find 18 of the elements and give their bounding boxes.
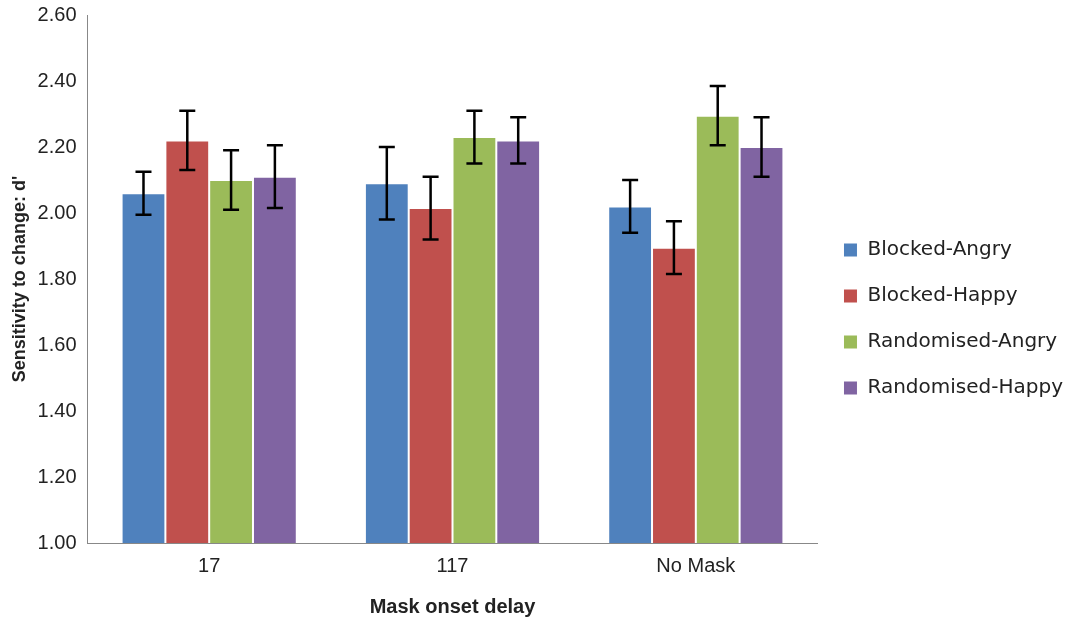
x-tick-label: No Mask — [656, 553, 737, 576]
y-tick-label: 1.00 — [37, 530, 77, 553]
x-axis-title: Mask onset delay — [369, 594, 537, 617]
y-tick-label: 2.20 — [37, 134, 77, 157]
legend-label: Randomised-Angry — [867, 328, 1058, 353]
y-tick-label: 2.40 — [37, 68, 77, 91]
y-tick-label: 1.40 — [37, 398, 77, 421]
y-tick-label: 1.20 — [37, 464, 77, 487]
x-tick-label: 17 — [198, 553, 221, 576]
y-axis-title: Sensitivity to change: d' — [8, 175, 29, 383]
x-tick-label: 117 — [436, 553, 469, 576]
y-tick-label: 1.60 — [37, 332, 77, 355]
y-tick-label: 1.80 — [37, 266, 77, 289]
legend-label: Randomised-Happy — [867, 374, 1064, 399]
legend-label: Blocked-Happy — [867, 282, 1018, 307]
y-tick-label: 2.60 — [37, 2, 77, 25]
y-tick-label: 2.00 — [37, 200, 77, 223]
legend-label: Blocked-Angry — [867, 236, 1012, 261]
